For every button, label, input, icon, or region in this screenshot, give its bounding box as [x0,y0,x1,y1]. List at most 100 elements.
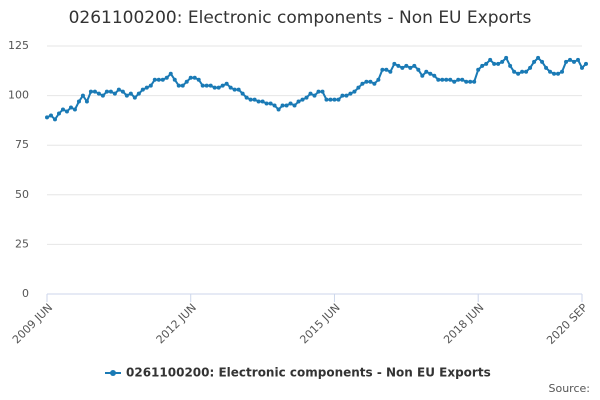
marker [228,85,233,90]
marker [140,87,145,92]
marker [568,57,573,62]
marker [400,65,405,70]
marker [236,87,241,92]
marker [524,69,529,74]
marker [500,59,505,64]
marker [64,109,69,114]
marker [424,69,429,74]
marker [276,107,281,112]
marker [300,97,305,102]
x-tick-label: 2009 JUN [10,301,55,346]
marker [488,57,493,62]
marker [288,101,293,106]
marker [508,63,513,68]
x-tick-label: 2015 JUN [297,301,342,346]
marker [340,93,345,98]
y-tick-label: 25 [15,237,29,250]
marker [448,77,453,82]
marker [112,91,117,96]
marker [336,97,341,102]
y-tick-label: 75 [15,138,29,151]
marker [84,99,89,104]
marker [188,75,193,80]
marker [520,69,525,74]
marker [332,97,337,102]
marker [364,79,369,84]
marker [544,65,549,70]
marker [372,81,377,86]
marker [548,69,553,74]
marker [420,73,425,78]
marker [416,67,421,72]
marker [552,71,557,76]
marker [404,63,409,68]
marker [456,77,461,82]
marker [108,89,113,94]
marker [572,59,577,64]
marker [388,69,393,74]
marker [52,117,57,122]
marker [468,79,473,84]
marker [48,113,53,118]
marker [384,67,389,72]
marker [368,79,373,84]
marker [476,67,481,72]
marker [428,71,433,76]
marker [472,79,477,84]
marker [512,69,517,74]
marker [412,63,417,68]
marker [436,77,441,82]
x-tick-label: 2012 JUN [154,301,199,346]
marker [132,95,137,100]
marker [80,93,85,98]
marker [152,77,157,82]
marker [344,93,349,98]
marker [260,99,265,104]
marker [556,71,561,76]
marker [208,83,213,88]
source: Source: [549,382,591,395]
marker [196,77,201,82]
marker [492,61,497,66]
legend-marker [110,370,116,376]
marker [252,97,257,102]
marker [92,89,97,94]
marker [216,85,221,90]
marker [320,89,325,94]
y-tick-label: 50 [15,188,29,201]
marker [224,81,229,86]
marker [200,83,205,88]
y-tick-label: 0 [22,287,29,300]
marker [124,93,129,98]
marker [540,59,545,64]
marker [392,61,397,66]
marker [68,105,73,110]
marker [148,83,153,88]
marker [120,89,125,94]
marker [100,93,105,98]
marker [576,57,581,62]
marker [172,77,177,82]
marker [580,65,584,70]
marker [440,77,445,82]
chart-title: 0261100200: Electronic components - Non … [69,8,532,28]
marker [560,69,565,74]
marker [240,91,245,96]
legend-label: 0261100200: Electronic components - Non … [126,366,491,380]
marker [184,79,189,84]
marker [324,97,329,102]
marker [272,103,277,108]
marker [532,59,537,64]
marker [60,107,65,112]
marker [464,79,469,84]
marker [536,55,541,60]
marker [116,87,121,92]
marker [308,91,313,96]
marker [460,77,465,82]
marker [432,73,437,78]
marker [528,65,533,70]
marker [408,65,413,70]
marker [136,91,141,96]
marker [45,115,49,120]
